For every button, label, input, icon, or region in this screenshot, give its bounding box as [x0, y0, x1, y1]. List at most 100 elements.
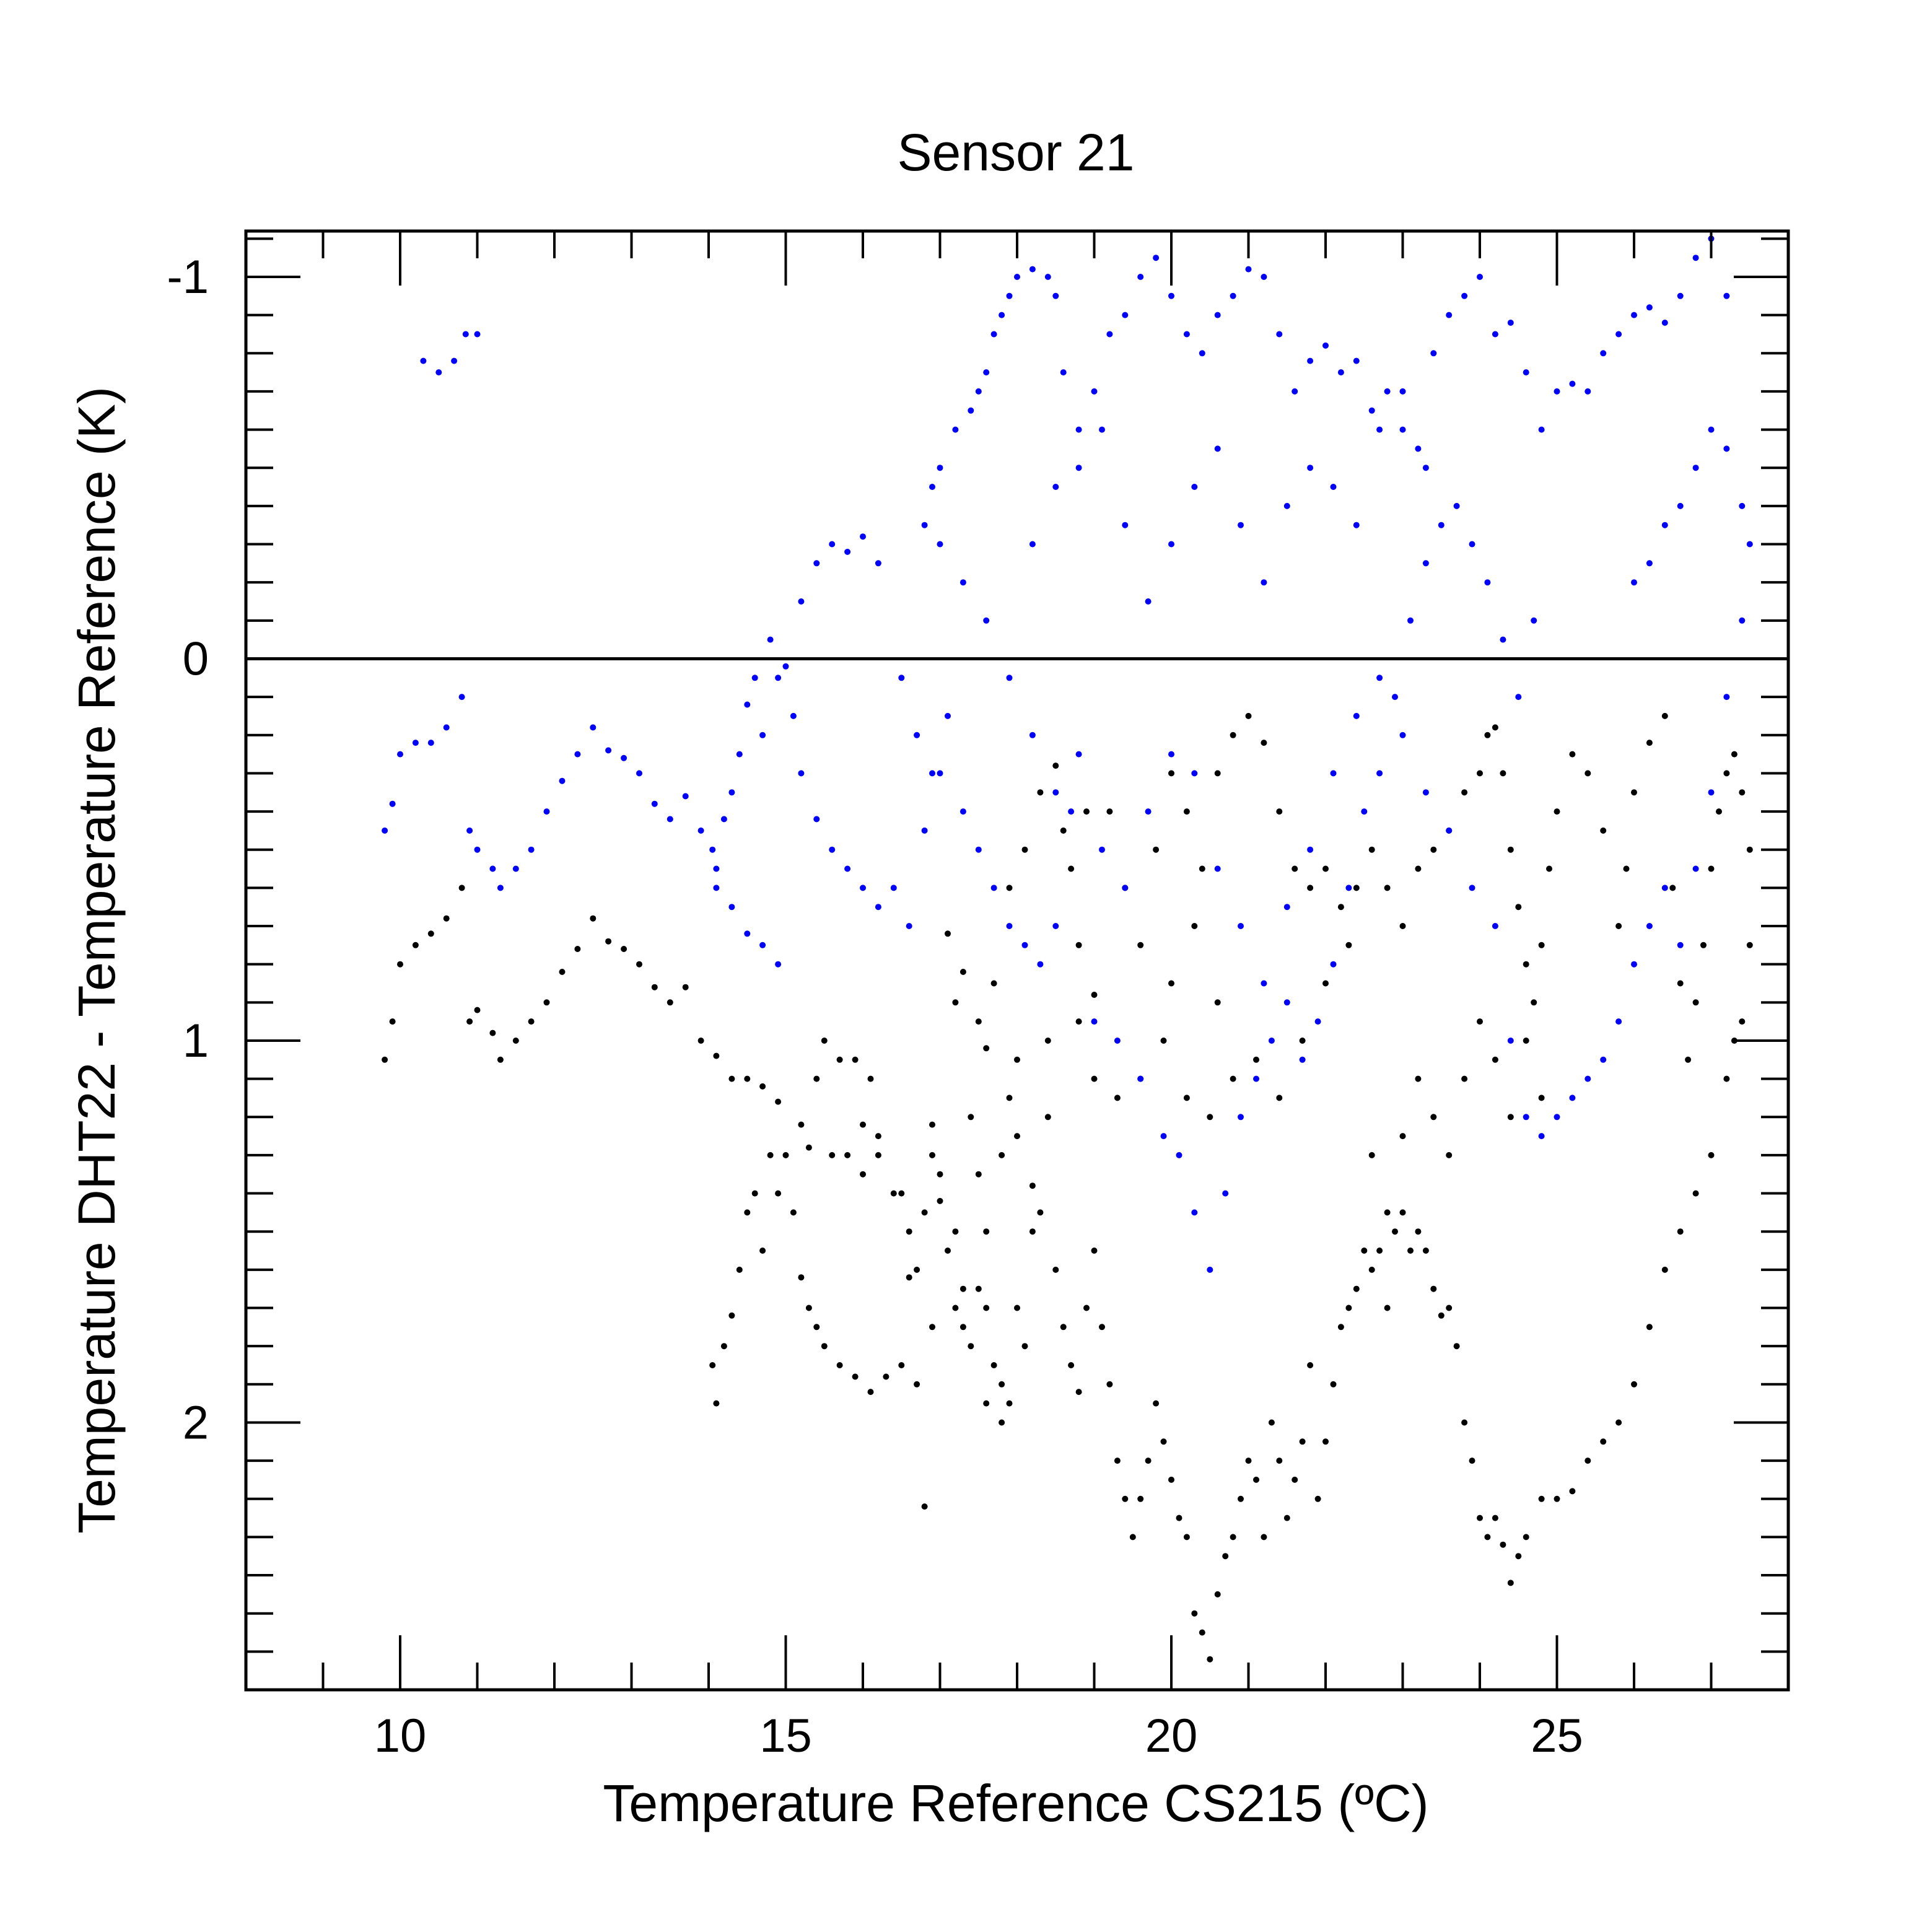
- data-point-s0-133: [1230, 1534, 1236, 1541]
- data-point-s1-102: [1276, 331, 1283, 338]
- data-point-s0-139: [1276, 1458, 1283, 1464]
- data-point-s0-170: [1515, 1553, 1522, 1560]
- data-point-s1-163: [1600, 1056, 1607, 1063]
- data-point-s1-177: [1160, 1133, 1167, 1140]
- data-point-s1-124: [1615, 331, 1622, 338]
- data-point-s1-91: [1106, 331, 1113, 338]
- data-point-s0-258: [1477, 1018, 1483, 1025]
- data-point-s0-210: [1322, 980, 1329, 987]
- x-axis-ticks: 10 15 20 25: [245, 231, 1790, 1762]
- data-point-s0-203: [1160, 1038, 1167, 1044]
- data-point-s0-45: [836, 1362, 843, 1368]
- data-point-s0-146: [1330, 1381, 1337, 1388]
- y-tick-label: 2: [183, 1396, 209, 1449]
- data-point-s0-177: [1615, 1419, 1622, 1426]
- data-point-s1-36: [720, 816, 727, 823]
- data-point-s0-173: [1554, 1495, 1560, 1502]
- data-point-s1-220: [1261, 579, 1267, 586]
- x-tick-label: 20: [1145, 1710, 1198, 1762]
- data-point-s1-118: [1523, 369, 1529, 376]
- data-point-s0-277: [1214, 999, 1221, 1006]
- data-point-s0-169: [1507, 1580, 1514, 1586]
- data-point-s1-76: [937, 465, 943, 471]
- data-point-s0-53: [813, 1075, 820, 1082]
- data-point-s1-73: [1068, 808, 1075, 815]
- data-point-s1-62: [898, 675, 905, 681]
- data-point-s0-166: [1484, 1534, 1491, 1541]
- data-point-s1-96: [1183, 331, 1190, 338]
- data-point-s1-227: [1422, 465, 1429, 471]
- plot-frame: [244, 229, 1790, 1692]
- data-point-s1-113: [1446, 312, 1453, 318]
- data-point-s1-206: [1692, 465, 1699, 471]
- x-tick-label: 25: [1531, 1710, 1583, 1762]
- data-point-s1-9: [489, 865, 496, 872]
- data-point-s0-32: [728, 1312, 735, 1319]
- data-point-s0-80: [929, 1121, 935, 1128]
- data-point-s1-63: [914, 732, 920, 738]
- data-point-s1-205: [1677, 502, 1684, 509]
- data-point-s0-224: [1477, 770, 1483, 777]
- data-point-s1-12: [528, 846, 535, 853]
- data-point-s1-53: [906, 923, 912, 929]
- data-point-s1-127: [1661, 320, 1668, 326]
- data-point-s1-43: [775, 675, 782, 681]
- data-point-s1-23: [697, 827, 704, 834]
- data-point-s1-169: [1692, 865, 1699, 872]
- data-point-s1-162: [1585, 1075, 1591, 1082]
- data-point-s1-154: [1446, 827, 1453, 834]
- data-point-s0-69: [945, 1248, 951, 1254]
- data-point-s1-15: [574, 751, 581, 758]
- data-point-s1-0: [382, 827, 388, 834]
- data-point-s0-13: [543, 999, 550, 1006]
- data-point-s1-225: [1376, 426, 1383, 433]
- y-tick-label: -1: [167, 251, 209, 304]
- data-point-s0-175: [1585, 1458, 1591, 1464]
- data-point-s1-222: [1307, 465, 1314, 471]
- data-point-s0-245: [1685, 1056, 1692, 1063]
- data-point-s0-164: [1469, 1458, 1475, 1464]
- data-point-s1-39: [744, 701, 751, 708]
- data-point-s0-127: [1183, 1534, 1190, 1541]
- data-point-s1-41: [759, 732, 766, 738]
- data-point-s1-47: [813, 816, 820, 823]
- data-point-s1-25: [728, 904, 735, 911]
- data-point-s0-126: [1176, 1515, 1182, 1521]
- data-point-s1-148: [1307, 846, 1314, 853]
- data-point-s0-103: [1083, 808, 1090, 815]
- data-point-s0-268: [959, 1285, 966, 1292]
- data-point-s0-252: [1739, 789, 1746, 796]
- data-point-s1-147: [1283, 904, 1290, 911]
- data-point-s1-101: [1261, 274, 1267, 280]
- data-point-s1-106: [1337, 369, 1344, 376]
- data-point-s0-243: [1669, 885, 1676, 891]
- data-point-s1-224: [1353, 522, 1360, 528]
- data-point-s0-17: [605, 938, 612, 945]
- data-point-s0-211: [1345, 942, 1352, 948]
- data-point-s1-183: [1253, 1075, 1259, 1082]
- data-point-s1-133: [959, 579, 966, 586]
- data-point-s0-188: [1106, 808, 1113, 815]
- data-point-s1-200: [1515, 694, 1522, 701]
- data-point-s0-92: [945, 930, 951, 937]
- data-point-s1-188: [1330, 961, 1337, 968]
- data-point-s0-33: [736, 1266, 743, 1273]
- data-point-s1-14: [559, 777, 566, 784]
- data-point-s0-122: [1145, 1458, 1152, 1464]
- data-point-s0-163: [1461, 1419, 1468, 1426]
- data-point-s0-37: [767, 1152, 774, 1158]
- data-point-s0-96: [1006, 885, 1013, 891]
- data-point-s0-95: [990, 980, 997, 987]
- data-point-s0-240: [1631, 789, 1637, 796]
- data-point-s1-186: [1299, 1056, 1306, 1063]
- data-point-s1-79: [975, 388, 982, 395]
- data-point-s0-159: [1430, 1285, 1437, 1292]
- x-tick-label: 10: [374, 1710, 427, 1762]
- data-point-s1-108: [1368, 407, 1375, 414]
- data-point-s0-34: [744, 1209, 751, 1216]
- data-point-s1-175: [1114, 1038, 1121, 1044]
- data-point-s0-0: [382, 1056, 388, 1063]
- data-point-s1-98: [1214, 312, 1221, 318]
- data-point-s1-216: [1168, 541, 1174, 548]
- data-point-s1-212: [1075, 465, 1082, 471]
